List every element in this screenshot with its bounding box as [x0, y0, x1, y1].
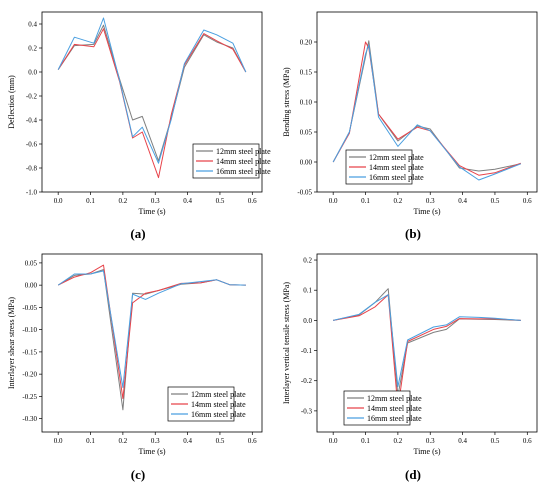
x-tick-label: 0.2 [394, 197, 403, 205]
y-tick-label: -0.2 [26, 93, 38, 101]
legend-label: 12mm steel plate [369, 153, 424, 162]
y-tick-label: -0.8 [26, 165, 38, 173]
panel-label: (d) [405, 467, 421, 482]
x-tick-label: 0.5 [216, 437, 225, 445]
x-tick-label: 0.5 [491, 437, 500, 445]
series-line-12mm-steel-plate [333, 288, 521, 397]
series-line-12mm-steel-plate [57, 24, 247, 162]
x-tick-label: 0.1 [86, 437, 95, 445]
series-line-16mm-steel-plate [57, 17, 247, 164]
series-line-14mm-steel-plate [57, 264, 246, 400]
y-tick-label: -0.15 [22, 348, 37, 356]
y-tick-label: 0.0 [28, 69, 37, 77]
y-tick-label: -0.1 [301, 347, 313, 355]
y-tick-label: 0.2 [303, 257, 312, 265]
legend-label: 12mm steel plate [367, 394, 422, 403]
y-tick-label: -0.30 [22, 415, 37, 423]
x-tick-label: 0.4 [458, 437, 467, 445]
y-tick-label: -0.4 [26, 117, 38, 125]
y-tick-label: -0.25 [22, 393, 37, 401]
y-tick-label: 0.4 [28, 21, 37, 29]
x-tick-label: 0.1 [86, 197, 95, 205]
y-tick-label: 0.00 [25, 282, 38, 290]
x-tick-label: 0.3 [151, 197, 160, 205]
x-axis-label: Time (s) [413, 207, 440, 216]
x-tick-label: 0.4 [183, 197, 192, 205]
panel-label: (c) [131, 467, 145, 482]
y-tick-label: -0.2 [301, 377, 313, 385]
series-line-14mm-steel-plate [57, 28, 247, 179]
y-tick-label: 0.05 [300, 129, 313, 137]
x-tick-label: 0.0 [54, 197, 63, 205]
y-tick-label: 0.0 [303, 317, 312, 325]
x-tick-label: 0.6 [248, 437, 257, 445]
series-line-16mm-steel-plate [333, 294, 521, 388]
x-tick-label: 0.6 [248, 197, 257, 205]
legend-label: 16mm steel plate [191, 410, 246, 419]
series-line-14mm-steel-plate [333, 294, 521, 409]
x-tick-label: 0.1 [361, 197, 370, 205]
x-tick-label: 0.2 [119, 197, 128, 205]
x-tick-label: 0.1 [361, 437, 370, 445]
y-tick-label: -0.20 [22, 371, 37, 379]
legend-label: 14mm steel plate [367, 404, 422, 413]
legend-label: 16mm steel plate [369, 173, 424, 182]
x-tick-label: 0.3 [426, 197, 435, 205]
legend-label: 14mm steel plate [191, 400, 246, 409]
legend-label: 12mm steel plate [191, 390, 246, 399]
x-tick-label: 0.0 [329, 437, 338, 445]
y-tick-label: 0.00 [300, 159, 313, 167]
chart-panel-a: 0.0 0.1 0.2 0.3 0.4 0.5 0.6 0.4 0.2 0.0 -0.2 -0.4 -0… [7, 11, 271, 241]
plot-frame [41, 11, 263, 193]
y-tick-label: -0.6 [26, 141, 38, 149]
y-tick-label: 0.10 [300, 99, 313, 107]
x-axis-label: Time (s) [138, 207, 165, 216]
y-tick-label: -0.05 [297, 189, 312, 197]
panel-label: (a) [130, 226, 145, 241]
y-tick-label: 0.05 [25, 259, 38, 267]
x-tick-label: 0.2 [394, 437, 403, 445]
x-tick-label: 0.5 [216, 197, 225, 205]
chart-panel-d: 0.0 0.1 0.2 0.3 0.4 0.5 0.6 0.2 0.1 0.0 -0.1 -0.2 -0… [282, 253, 538, 482]
legend-label: 16mm steel plate [216, 167, 271, 176]
y-tick-label: 0.20 [300, 39, 313, 47]
x-tick-label: 0.4 [458, 197, 467, 205]
y-axis-label: Interlayer vertical tensile stress (MPa) [282, 282, 291, 405]
y-tick-label: -0.3 [301, 407, 313, 415]
x-axis-label: Time (s) [138, 447, 165, 456]
x-tick-label: 0.0 [54, 437, 63, 445]
panel-label: (b) [405, 226, 421, 241]
x-tick-label: 0.0 [329, 197, 338, 205]
legend-label: 14mm steel plate [369, 163, 424, 172]
plot-frame [316, 253, 538, 433]
x-tick-label: 0.3 [426, 437, 435, 445]
x-tick-label: 0.2 [119, 437, 128, 445]
legend-label: 16mm steel plate [367, 414, 422, 423]
series-line-16mm-steel-plate [57, 270, 246, 388]
y-tick-label: 0.2 [28, 45, 37, 53]
y-axis-label: Bending stress (MPa) [282, 67, 291, 137]
chart-panel-b: 0.0 0.1 0.2 0.3 0.4 0.5 0.6 0.20 0.15 0.10 0.05 0.0… [282, 11, 538, 241]
y-tick-label: -0.10 [22, 326, 37, 334]
x-tick-label: 0.5 [491, 197, 500, 205]
y-tick-label: 0.1 [303, 287, 312, 295]
x-tick-label: 0.6 [523, 437, 532, 445]
legend-label: 12mm steel plate [216, 147, 271, 156]
series-line-14mm-steel-plate [332, 41, 521, 176]
plot-frame [41, 253, 263, 433]
chart-panel-c: 0.0 0.1 0.2 0.3 0.4 0.5 0.6 0.05 0.00 -0.05 -0.10 -… [7, 253, 263, 482]
x-tick-label: 0.3 [151, 437, 160, 445]
series-line-16mm-steel-plate [332, 44, 521, 181]
y-tick-label: -0.05 [22, 304, 37, 312]
x-tick-label: 0.6 [523, 197, 532, 205]
x-axis-label: Time (s) [413, 447, 440, 456]
x-tick-label: 0.4 [183, 437, 192, 445]
y-tick-label: -1.0 [26, 189, 38, 197]
y-tick-label: 0.15 [300, 69, 313, 77]
y-axis-label: Interlayer shear stress (MPa) [7, 297, 16, 390]
y-axis-label: Deflection (mm) [7, 75, 16, 129]
legend-label: 14mm steel plate [216, 157, 271, 166]
